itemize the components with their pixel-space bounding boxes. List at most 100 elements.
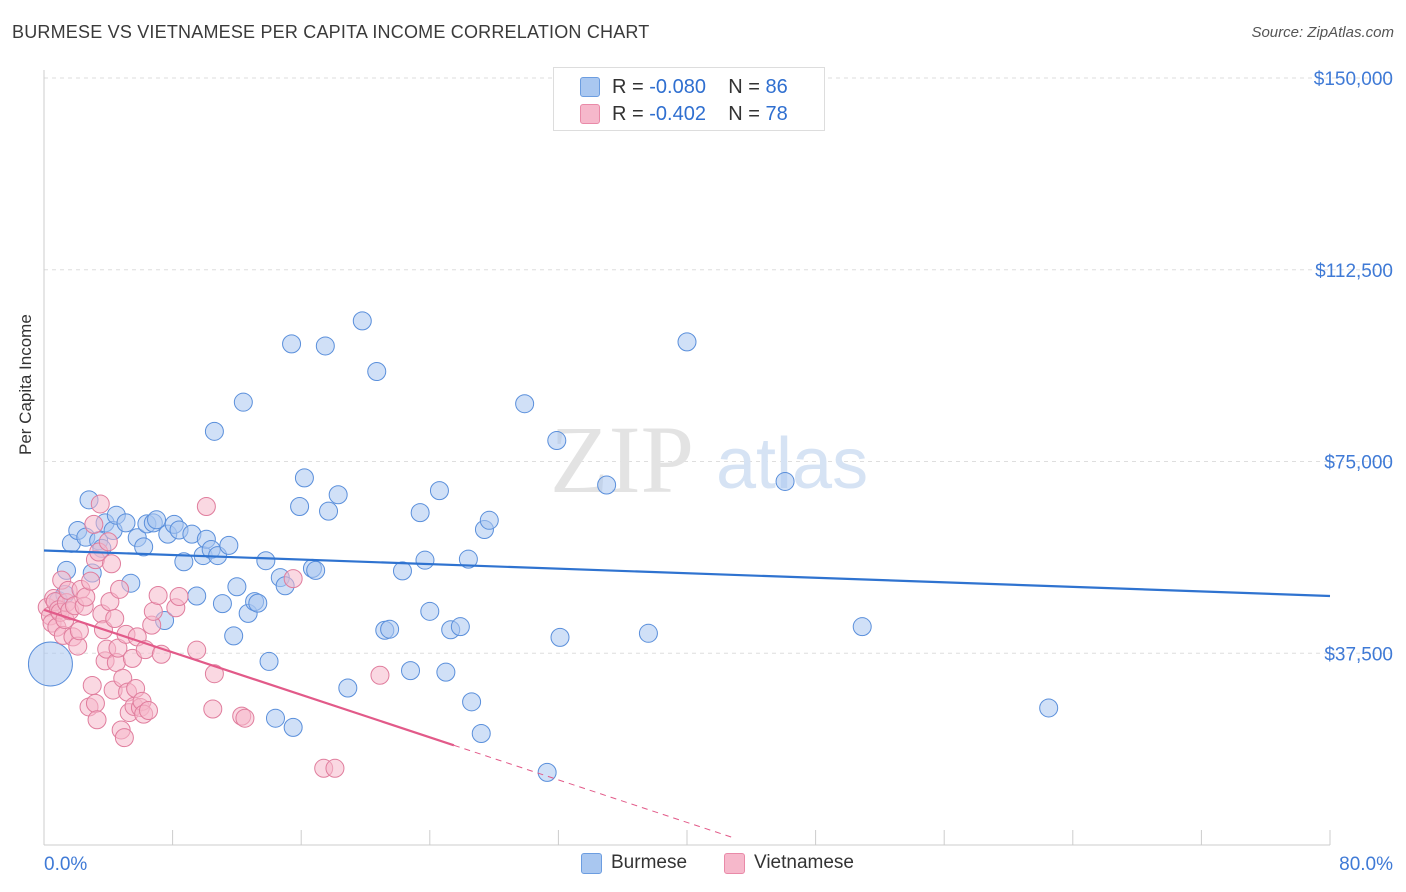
point-burmese [436, 662, 456, 682]
trend-line-burmese [43, 549, 1331, 598]
point-burmese [392, 561, 412, 581]
point-burmese [259, 651, 279, 671]
point-vietnamese [84, 514, 104, 534]
point-burmese [401, 661, 421, 681]
legend-swatch-burmese [580, 77, 600, 97]
point-burmese [204, 421, 224, 441]
point-vietnamese [87, 710, 107, 730]
point-vietnamese [98, 532, 118, 552]
point-burmese [677, 332, 697, 352]
point-burmese [429, 481, 449, 501]
point-vietnamese [102, 554, 122, 574]
bottom-swatch-vietnamese [724, 853, 745, 874]
point-vietnamese [114, 728, 134, 748]
point-vietnamese [85, 693, 105, 713]
point-vietnamese [110, 579, 130, 599]
point-burmese [338, 678, 358, 698]
point-burmese [224, 626, 244, 646]
point-vietnamese [148, 585, 168, 605]
point-vietnamese [90, 494, 110, 514]
point-burmese [458, 549, 478, 569]
legend-n-label: N = [728, 103, 766, 125]
point-burmese [547, 431, 567, 451]
bottom-label-burmese: Burmese [611, 852, 688, 873]
legend-r-value: -0.402 [649, 103, 706, 125]
watermark-atlas: atlas [716, 424, 868, 504]
axis-labels: $37,500 $75,000 $112,500 $150,000 0.0% 80.0% [44, 69, 1393, 875]
point-burmese [537, 762, 557, 782]
bottom-swatch-burmese [581, 853, 602, 874]
gridlines [44, 77, 1395, 654]
point-vietnamese [203, 699, 223, 719]
trend-lines [43, 549, 1331, 839]
point-burmese [256, 551, 276, 571]
point-burmese [283, 717, 303, 737]
point-burmese [227, 577, 247, 597]
legend-n-label: N = [728, 76, 766, 98]
point-burmese [294, 468, 314, 488]
point-burmese [212, 594, 232, 614]
trend-line-ext-vietnamese [453, 744, 736, 839]
point-vietnamese [138, 701, 158, 721]
point-burmese [479, 510, 499, 530]
point-burmese [597, 475, 617, 495]
y-tick-label: $75,000 [1324, 453, 1393, 474]
point-burmese [462, 692, 482, 712]
point-burmese [852, 617, 872, 637]
point-burmese [415, 550, 435, 570]
trend-line-vietnamese [43, 608, 455, 747]
point-burmese [248, 593, 268, 613]
point-burmese [328, 485, 348, 505]
point-vietnamese [81, 571, 101, 591]
legend-r-label: R = [612, 103, 650, 125]
point-vietnamese [283, 569, 303, 589]
point-vietnamese [82, 675, 102, 695]
y-axis-label: Per Capita Income [16, 314, 35, 455]
point-burmese [265, 708, 285, 728]
y-tick-label: $37,500 [1324, 644, 1393, 665]
point-burmese [27, 641, 73, 687]
point-burmese [471, 724, 491, 744]
point-burmese [420, 601, 440, 621]
chart-source: Source: ZipAtlas.com [1251, 24, 1394, 41]
point-vietnamese [143, 601, 163, 621]
point-burmese [219, 535, 239, 555]
data-points [27, 311, 1059, 782]
chart-title: BURMESE VS VIETNAMESE PER CAPITA INCOME … [12, 22, 650, 42]
point-vietnamese [370, 665, 390, 685]
point-vietnamese [325, 758, 345, 778]
x-tick-label-left: 0.0% [44, 854, 87, 875]
point-burmese [550, 627, 570, 647]
legend-r-value: -0.080 [649, 76, 706, 98]
point-burmese [282, 334, 302, 354]
axes [43, 70, 1331, 846]
point-burmese [134, 537, 154, 557]
point-burmese [147, 510, 167, 530]
point-burmese [515, 394, 535, 414]
point-burmese [1039, 698, 1059, 718]
point-burmese [306, 560, 326, 580]
point-burmese [367, 362, 387, 382]
point-burmese [233, 392, 253, 412]
legend-swatch-vietnamese [580, 104, 600, 124]
y-tick-label: $112,500 [1315, 261, 1393, 282]
legend-n-value: 78 [765, 103, 788, 125]
point-burmese [174, 552, 194, 572]
point-burmese [290, 496, 310, 516]
point-burmese [380, 619, 400, 639]
correlation-legend: R = -0.080 N = 86 R = -0.402 N = 78 [553, 67, 825, 131]
point-vietnamese [235, 708, 255, 728]
x-tick-label-right: 80.0% [1339, 854, 1393, 875]
point-vietnamese [105, 608, 125, 628]
point-burmese [410, 503, 430, 523]
legend-text-vietnamese: R = -0.402 N = 78 [612, 102, 788, 126]
point-vietnamese [196, 496, 216, 516]
bottom-label-vietnamese: Vietnamese [754, 852, 854, 873]
point-burmese [319, 501, 339, 521]
point-burmese [187, 586, 207, 606]
watermark-zip: ZIP [550, 406, 694, 513]
legend-r-label: R = [612, 76, 650, 98]
point-vietnamese [187, 640, 207, 660]
point-burmese [638, 623, 658, 643]
